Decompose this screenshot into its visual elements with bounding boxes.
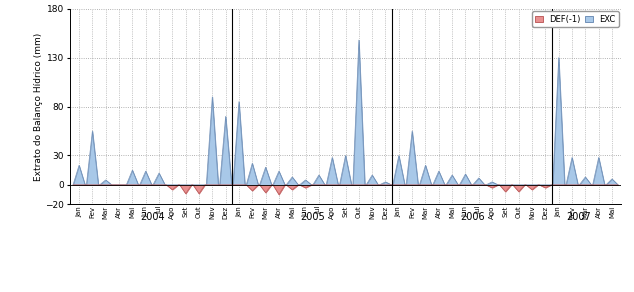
Text: 2006: 2006 bbox=[460, 212, 484, 222]
Text: 2005: 2005 bbox=[300, 212, 325, 222]
Legend: DEF(-1), EXC: DEF(-1), EXC bbox=[532, 11, 619, 27]
Y-axis label: Extrato do Balanço Hídrico (mm): Extrato do Balanço Hídrico (mm) bbox=[34, 32, 42, 181]
Text: 2004: 2004 bbox=[140, 212, 165, 222]
Text: 2007: 2007 bbox=[566, 212, 591, 222]
